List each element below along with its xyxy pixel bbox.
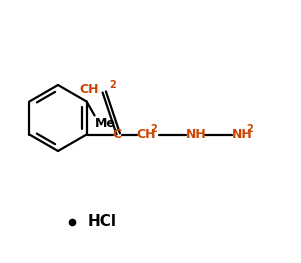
Text: Me: Me	[95, 117, 116, 130]
Text: CH: CH	[137, 128, 156, 141]
Text: NH: NH	[186, 128, 206, 141]
Text: 2: 2	[150, 124, 157, 134]
Text: CH: CH	[79, 83, 99, 96]
Text: HCl: HCl	[88, 215, 117, 230]
Text: 2: 2	[110, 79, 116, 89]
Text: NH: NH	[231, 128, 252, 141]
Text: 2: 2	[247, 124, 253, 134]
Text: C: C	[112, 128, 121, 141]
